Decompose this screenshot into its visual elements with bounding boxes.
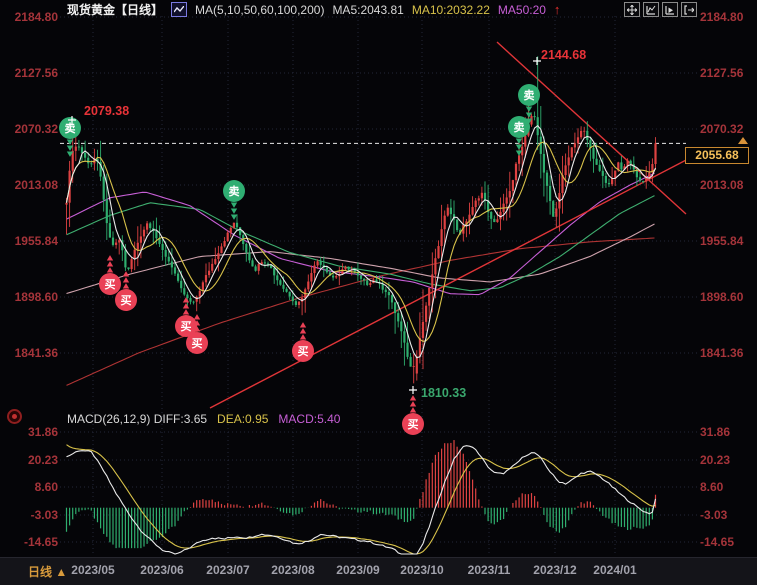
chart-toolbar [624, 2, 697, 17]
svg-text:买: 买 [408, 418, 419, 431]
ma50-line [66, 172, 655, 296]
buy-marker: 买 [186, 314, 208, 354]
buy-marker: 买 [175, 297, 197, 337]
price-axis-label-left: 1898.60 [14, 290, 58, 304]
macd-header: MACD(26,12,9) DIFF:3.65 DEA:0.95 MACD:5.… [67, 412, 340, 426]
macd-axis-label-left: 31.86 [27, 425, 58, 439]
date-axis-label: 2023/10 [400, 563, 444, 577]
extreme-cross-icon [409, 386, 417, 394]
price-axis-label-left: 2184.80 [14, 10, 58, 24]
price-axis-label-right: 2127.56 [700, 66, 744, 80]
trendline-1 [496, 41, 687, 215]
chart-play-icon[interactable] [662, 2, 678, 17]
macd-params-label: MACD(26,12,9) DIFF:3.65 [67, 412, 208, 426]
price-axis-label-left: 1955.84 [14, 234, 58, 248]
macd-axis-label-right: 20.23 [700, 453, 731, 467]
ma5-value: MA5:2043.81 [332, 2, 404, 17]
ma-settings-label: MA(5,10,50,60,100,200) [195, 2, 325, 17]
ma60-line [66, 195, 655, 292]
svg-text:买: 买 [121, 294, 132, 307]
date-axis-label: 2023/09 [336, 563, 380, 577]
pan-icon[interactable] [624, 2, 640, 17]
price-axis-label-left: 2013.08 [14, 178, 58, 192]
price-up-arrow-icon [738, 137, 748, 144]
current-price-badge: 2055.68 [685, 147, 749, 164]
chart-header: 现货黄金【日线】 MA(5,10,50,60,100,200) MA5:2043… [67, 1, 560, 18]
date-axis-label: 2023/08 [271, 563, 315, 577]
diff-line [66, 445, 657, 555]
date-axis-label: 2023/06 [140, 563, 184, 577]
date-axis-label: 2023/11 [467, 563, 511, 577]
ma10-line [65, 141, 656, 342]
svg-text:买: 买 [192, 337, 203, 350]
date-axis-label: 2023/07 [206, 563, 250, 577]
candlestick-layer [65, 56, 657, 384]
svg-text:卖: 卖 [524, 88, 535, 102]
extreme-price-label: 2144.68 [541, 48, 586, 62]
macd-axis-label-left: 20.23 [27, 453, 58, 467]
price-axis-label-right: 1841.36 [700, 346, 744, 360]
chart-frame-icon[interactable] [643, 2, 659, 17]
export-icon[interactable] [681, 2, 697, 17]
price-axis-label-left: 1841.36 [14, 346, 58, 360]
indicator-settings-icon[interactable] [7, 409, 22, 424]
ma100-line [66, 223, 655, 295]
buy-marker: 买 [292, 322, 314, 362]
date-axis-label: 2024/01 [593, 563, 637, 577]
price-axis-label-right: 1955.84 [700, 234, 744, 248]
sell-marker: 卖 [59, 117, 81, 157]
price-axis-label-left: 2127.56 [14, 66, 58, 80]
sell-marker: 卖 [518, 84, 540, 124]
up-arrow-icon: ↑ [553, 1, 561, 17]
svg-text:买: 买 [105, 278, 116, 291]
macd-axis-label-left: -3.03 [30, 508, 58, 522]
buy-marker: 买 [99, 255, 121, 295]
timeline-bar [0, 557, 757, 585]
sell-marker: 卖 [508, 116, 530, 156]
price-axis-label-right: 2184.80 [700, 10, 744, 24]
date-axis-label: 2023/12 [533, 563, 577, 577]
svg-text:买: 买 [298, 345, 309, 358]
dea-line [66, 444, 656, 555]
buy-marker: 买 [115, 271, 137, 311]
date-axis-label: 2023/05 [71, 563, 115, 577]
macd-axis-label-left: -14.65 [23, 535, 58, 549]
price-axis-label-left: 2070.32 [14, 122, 58, 136]
ma50-value: MA50:20 [497, 2, 546, 17]
symbol-title: 现货黄金【日线】 [67, 3, 164, 17]
macd-dea-value: DEA:0.95 [217, 412, 269, 426]
extreme-cross-icon [533, 57, 541, 65]
svg-text:买: 买 [181, 320, 192, 333]
sell-marker: 卖 [223, 180, 245, 220]
svg-text:卖: 卖 [65, 121, 76, 135]
ma10-value: MA10:2032.22 [411, 2, 490, 17]
price-axis-label-right: 2013.08 [700, 178, 744, 192]
extreme-price-label: 1810.33 [421, 386, 466, 400]
buy-marker: 买 [402, 395, 424, 435]
ma200-line [66, 237, 655, 386]
line-chart-icon[interactable] [171, 2, 188, 17]
svg-text:卖: 卖 [514, 120, 525, 134]
extreme-price-label: 2079.38 [84, 104, 129, 118]
svg-text:卖: 卖 [229, 184, 240, 198]
macd-axis-label-right: -3.03 [700, 508, 728, 522]
price-axis-label-right: 1898.60 [700, 290, 744, 304]
extreme-cross-icon [68, 116, 76, 124]
macd-value: MACD:5.40 [278, 412, 341, 426]
ma5-line [65, 124, 657, 359]
macd-axis-label-right: 8.60 [700, 480, 724, 494]
macd-axis-label-left: 8.60 [34, 480, 58, 494]
macd-axis-label-right: 31.86 [700, 425, 731, 439]
macd-axis-label-right: -14.65 [700, 535, 735, 549]
period-selector[interactable]: 日线 ▲ [28, 565, 68, 579]
price-pane [60, 41, 691, 409]
trendline-2 [209, 157, 691, 409]
macd-pane [65, 440, 657, 555]
price-axis-label-right: 2070.32 [700, 122, 744, 136]
